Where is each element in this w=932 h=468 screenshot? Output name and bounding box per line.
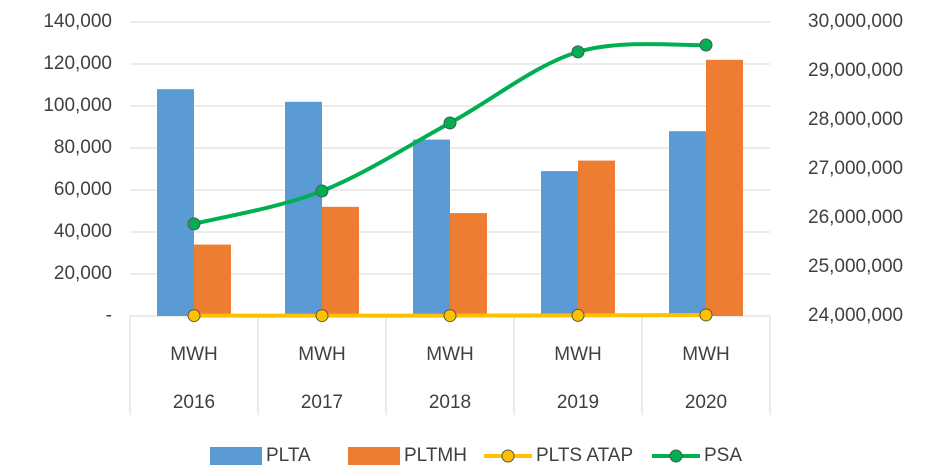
- legend-swatch: [348, 447, 400, 465]
- x-group-label: 2017: [301, 392, 343, 413]
- y2-tick-label: 30,000,000: [808, 11, 903, 32]
- legend-label: PLTS ATAP: [536, 445, 633, 466]
- x-group-label: 2018: [429, 392, 471, 413]
- bar: [706, 59, 743, 317]
- bar: [322, 206, 359, 316]
- marker: [187, 309, 201, 323]
- x-group-label: 2019: [557, 392, 599, 413]
- bar: [157, 89, 194, 316]
- x-group-label: 2016: [173, 392, 215, 413]
- legend-marker: [669, 449, 683, 463]
- bar: [194, 244, 231, 316]
- y-tick-label: 20,000: [54, 263, 112, 284]
- y2-tick-label: 26,000,000: [808, 207, 903, 228]
- x-group-label: 2020: [685, 392, 727, 413]
- legend-label: PLTMH: [404, 445, 467, 466]
- y-tick-label: 60,000: [54, 179, 112, 200]
- marker: [315, 309, 329, 323]
- y2-tick-label: 29,000,000: [808, 60, 903, 81]
- x-tick-label: MWH: [682, 344, 729, 365]
- marker: [571, 308, 585, 322]
- x-tick-label: MWH: [298, 344, 345, 365]
- bar: [450, 213, 487, 316]
- x-tick-label: MWH: [554, 344, 601, 365]
- marker: [187, 217, 201, 231]
- marker: [443, 116, 457, 130]
- bar: [669, 131, 706, 316]
- marker: [443, 309, 457, 323]
- bar: [413, 139, 450, 316]
- y-tick-label: 100,000: [43, 95, 112, 116]
- marker: [571, 45, 585, 59]
- legend-swatch: [210, 447, 262, 465]
- bar: [541, 171, 578, 316]
- bar: [285, 101, 322, 316]
- marker: [699, 38, 713, 52]
- legend-label: PLTA: [266, 445, 311, 466]
- y-tick-label: 140,000: [43, 11, 112, 32]
- y-tick-label: -: [106, 305, 112, 326]
- y2-tick-label: 28,000,000: [808, 109, 903, 130]
- y-tick-label: 120,000: [43, 53, 112, 74]
- x-tick-label: MWH: [170, 344, 217, 365]
- marker: [315, 184, 329, 198]
- y2-tick-label: 24,000,000: [808, 305, 903, 326]
- y-tick-label: 80,000: [54, 137, 112, 158]
- bar: [578, 160, 615, 316]
- x-tick-label: MWH: [426, 344, 473, 365]
- y2-tick-label: 27,000,000: [808, 158, 903, 179]
- legend-label: PSA: [704, 445, 742, 466]
- y2-tick-label: 25,000,000: [808, 256, 903, 277]
- marker: [699, 308, 713, 322]
- legend-marker: [501, 449, 515, 463]
- y-tick-label: 40,000: [54, 221, 112, 242]
